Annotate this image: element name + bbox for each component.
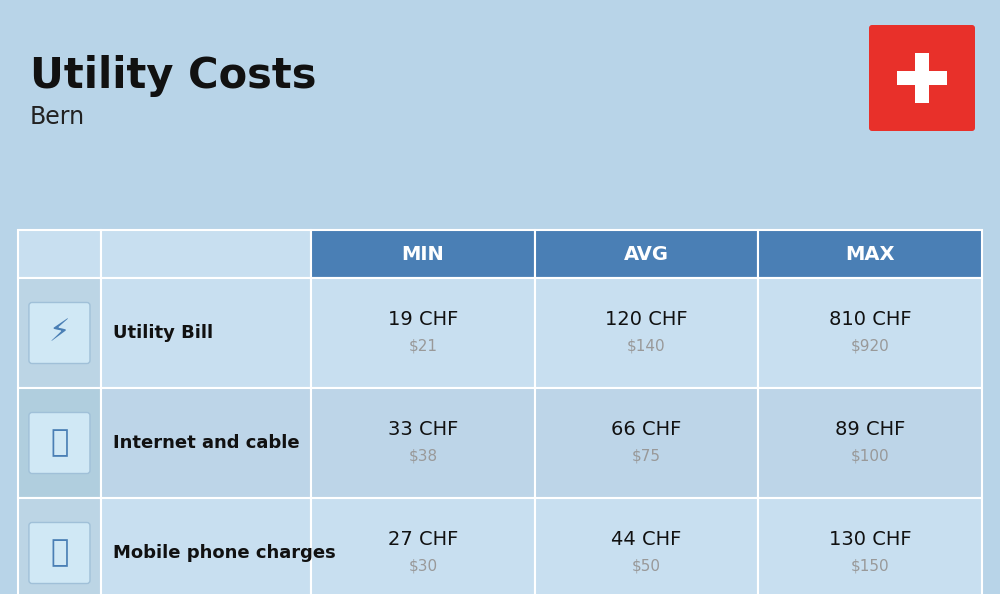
Bar — [18, 230, 101, 278]
Text: 130 CHF: 130 CHF — [829, 530, 911, 549]
Text: 44 CHF: 44 CHF — [611, 530, 682, 549]
Bar — [758, 498, 982, 594]
Bar — [897, 71, 947, 85]
Text: $38: $38 — [408, 448, 437, 464]
Text: $150: $150 — [851, 559, 889, 574]
Bar — [101, 230, 311, 278]
Bar — [101, 498, 311, 594]
Bar — [101, 278, 311, 388]
Bar — [758, 278, 982, 388]
Text: 📱: 📱 — [50, 539, 69, 567]
Bar — [535, 230, 758, 278]
Text: AVG: AVG — [624, 245, 669, 264]
Text: $75: $75 — [632, 448, 661, 464]
FancyBboxPatch shape — [29, 412, 90, 473]
Bar — [101, 388, 311, 498]
Text: 📶: 📶 — [50, 428, 69, 457]
Text: $920: $920 — [851, 339, 890, 353]
Bar — [311, 230, 535, 278]
FancyBboxPatch shape — [29, 302, 90, 364]
Text: MAX: MAX — [845, 245, 895, 264]
Text: Utility Costs: Utility Costs — [30, 55, 316, 97]
Bar — [311, 498, 535, 594]
Bar — [535, 278, 758, 388]
FancyBboxPatch shape — [29, 523, 90, 583]
Text: $100: $100 — [851, 448, 889, 464]
Text: $140: $140 — [627, 339, 666, 353]
Text: ⚡: ⚡ — [49, 318, 70, 347]
Text: Bern: Bern — [30, 105, 85, 129]
Bar — [311, 278, 535, 388]
Text: Utility Bill: Utility Bill — [113, 324, 213, 342]
Bar — [535, 498, 758, 594]
Bar — [758, 230, 982, 278]
Text: MIN: MIN — [402, 245, 444, 264]
Bar — [915, 53, 929, 103]
Text: 33 CHF: 33 CHF — [388, 421, 458, 440]
Text: 89 CHF: 89 CHF — [835, 421, 905, 440]
Text: 120 CHF: 120 CHF — [605, 310, 688, 329]
FancyBboxPatch shape — [869, 25, 975, 131]
Text: Internet and cable: Internet and cable — [113, 434, 300, 452]
Bar — [535, 388, 758, 498]
Text: 27 CHF: 27 CHF — [388, 530, 458, 549]
Text: 66 CHF: 66 CHF — [611, 421, 682, 440]
Bar — [18, 278, 101, 388]
Text: 19 CHF: 19 CHF — [388, 310, 458, 329]
Text: $30: $30 — [408, 559, 437, 574]
Text: $50: $50 — [632, 559, 661, 574]
Bar — [18, 388, 101, 498]
Text: $21: $21 — [408, 339, 437, 353]
Text: 810 CHF: 810 CHF — [829, 310, 911, 329]
Bar — [758, 388, 982, 498]
Bar — [311, 388, 535, 498]
Text: Mobile phone charges: Mobile phone charges — [113, 544, 336, 562]
Bar — [18, 498, 101, 594]
